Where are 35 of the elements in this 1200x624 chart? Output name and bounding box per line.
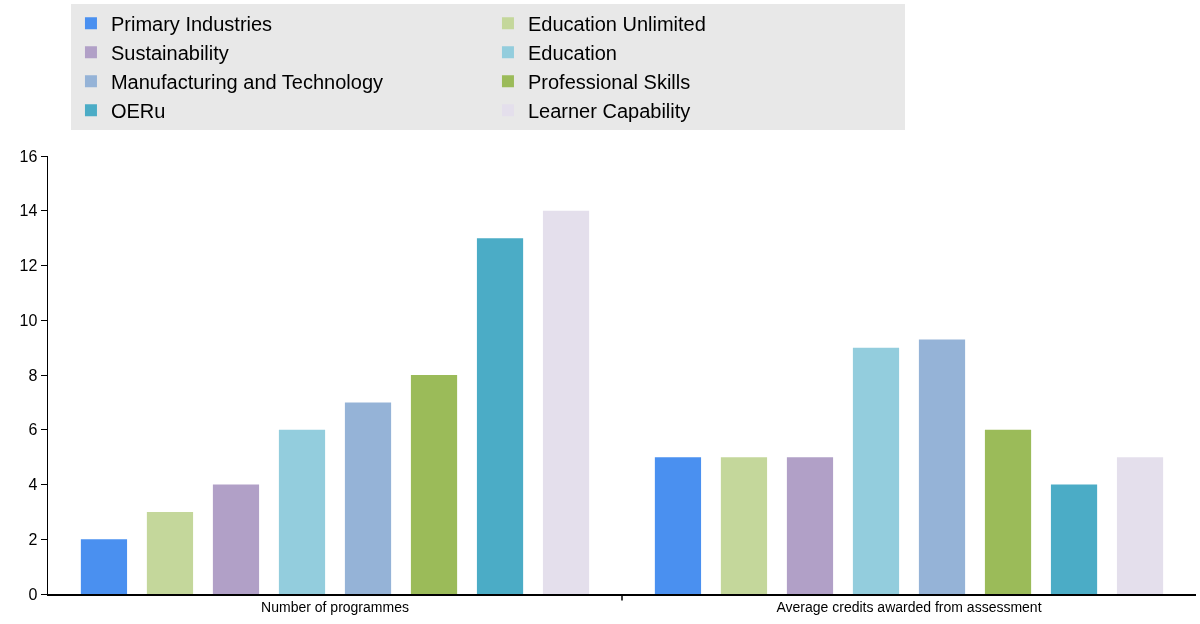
x-tick-label: Number of programmes <box>261 599 409 616</box>
bar <box>542 210 590 594</box>
bar <box>918 339 966 594</box>
bar <box>212 484 260 594</box>
y-tick-label: 8 <box>28 366 38 384</box>
bar <box>786 457 834 594</box>
bar <box>410 375 458 594</box>
y-tick-label: 2 <box>28 530 38 548</box>
legend-label: Professional Skills <box>527 71 691 94</box>
legend-label: Sustainability <box>110 42 229 65</box>
bar <box>146 511 194 594</box>
bar <box>654 457 702 594</box>
y-tick-label: 4 <box>28 476 38 494</box>
bar <box>1116 457 1164 594</box>
y-tick-label: 6 <box>28 421 38 439</box>
y-tick-label: 10 <box>19 311 38 329</box>
legend-label: Primary Industries <box>110 13 273 36</box>
x-tick-label: Average credits awarded from assessment <box>776 599 1042 616</box>
legend-label: Education Unlimited <box>527 13 706 36</box>
legend-label: Learner Capability <box>527 100 691 123</box>
y-tick-label: 16 <box>19 147 38 165</box>
y-tick-label: 0 <box>28 585 38 603</box>
y-tick-label: 14 <box>19 202 38 220</box>
bar <box>1050 484 1098 594</box>
bar <box>80 539 128 594</box>
bar <box>344 402 392 594</box>
bar <box>476 238 524 594</box>
legend-label: Manufacturing and Technology <box>110 71 384 94</box>
bar <box>278 429 326 594</box>
legend-label: Education <box>527 42 617 65</box>
y-tick-label: 12 <box>19 257 38 275</box>
bar <box>720 457 768 594</box>
bar <box>984 429 1032 594</box>
legend-label: OERu <box>110 100 166 123</box>
bar <box>852 347 900 594</box>
